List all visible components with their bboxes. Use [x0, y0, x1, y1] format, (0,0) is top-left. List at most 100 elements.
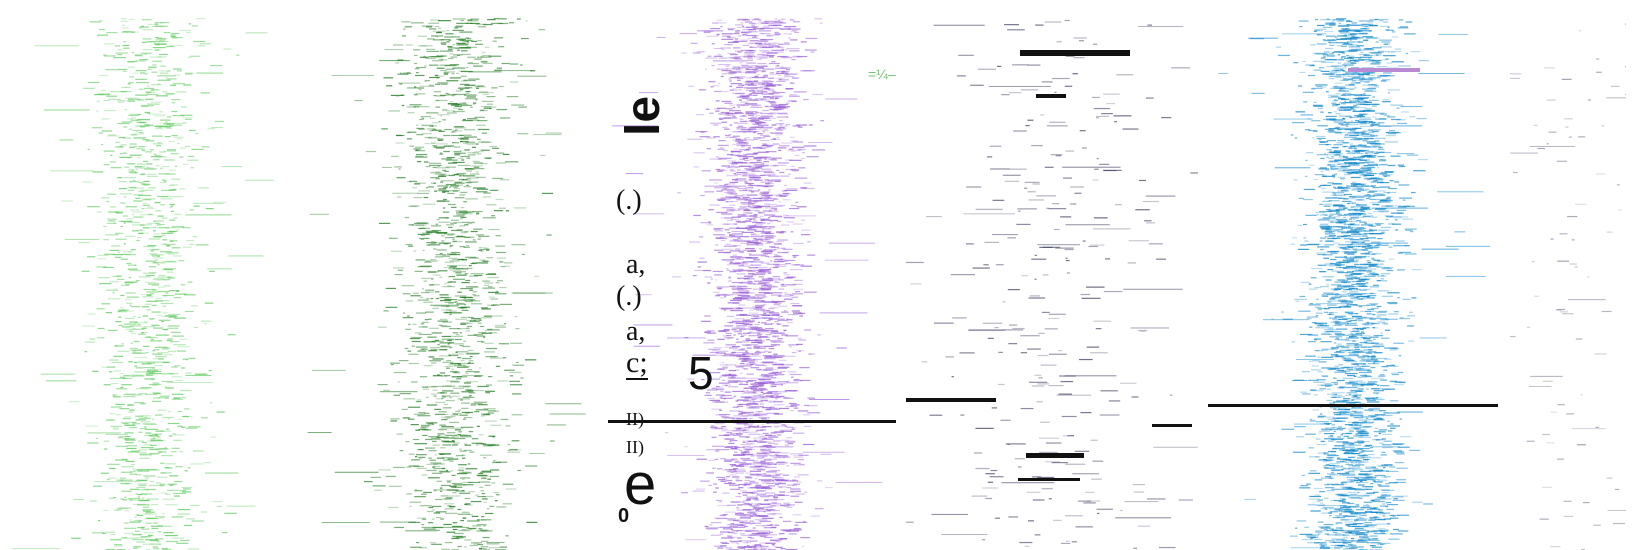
heatmap-mark [748, 253, 752, 255]
heatmap-mark [445, 489, 457, 491]
heatmap-mark [763, 284, 772, 286]
heatmap-mark [133, 547, 138, 549]
heatmap-mark [464, 231, 468, 233]
heatmap-mark [768, 318, 779, 320]
heatmap-streak [164, 122, 186, 124]
heatmap-mark [468, 265, 472, 267]
heatmap-mark [738, 403, 749, 405]
heatmap-mark [739, 365, 752, 367]
heatmap-mark [405, 466, 412, 468]
heatmap-mark [128, 169, 135, 171]
heatmap-mark [131, 230, 139, 232]
heatmap-mark [746, 242, 760, 244]
heatmap-mark [753, 414, 761, 416]
heatmap-mark [144, 123, 150, 126]
heatmap-mark [157, 451, 167, 453]
heatmap-mark [452, 278, 465, 280]
heatmap-mark [117, 350, 130, 352]
heatmap-mark [803, 404, 810, 407]
heatmap-mark [205, 208, 214, 210]
heatmap-mark [769, 226, 775, 228]
heatmap-mark [164, 447, 167, 449]
heatmap-mark [746, 299, 760, 302]
heatmap-mark [549, 440, 555, 442]
heatmap-mark [454, 301, 458, 303]
heatmap-mark [463, 179, 472, 181]
heatmap-mark [736, 355, 750, 358]
heatmap-mark [745, 156, 750, 158]
heatmap-mark [736, 19, 747, 21]
heatmap-mark [760, 219, 765, 221]
heatmap-mark [724, 547, 733, 549]
heatmap-mark [395, 62, 400, 64]
heatmap-mark [81, 270, 90, 272]
heatmap-mark [160, 38, 167, 40]
heatmap-streak [50, 170, 95, 172]
heatmap-mark [151, 367, 155, 369]
heatmap-mark [416, 134, 424, 136]
heatmap-mark [140, 173, 144, 176]
heatmap-mark [481, 530, 493, 532]
heatmap-mark [752, 319, 755, 321]
heatmap-mark [767, 376, 770, 379]
heatmap-mark [150, 101, 162, 103]
heatmap-mark [148, 372, 162, 375]
heatmap-mark [457, 54, 460, 56]
heatmap-mark [745, 212, 753, 214]
heatmap-mark [476, 444, 479, 446]
heatmap-mark [745, 182, 754, 185]
heatmap-mark [106, 95, 118, 97]
heatmap-mark [451, 486, 457, 488]
heatmap-mark [738, 487, 744, 489]
heatmap-mark [727, 380, 741, 382]
heatmap-mark [763, 158, 768, 160]
heatmap-mark [706, 472, 715, 474]
heatmap-mark [157, 49, 162, 51]
heatmap-mark [734, 461, 747, 463]
heatmap-mark [763, 473, 767, 475]
heatmap-mark [720, 361, 725, 364]
heatmap-mark [383, 77, 394, 79]
heatmap-mark [760, 170, 773, 172]
heatmap-mark [769, 451, 780, 454]
heatmap-mark [426, 463, 438, 466]
heatmap-mark [742, 157, 748, 159]
heatmap-mark [435, 256, 443, 258]
heatmap-mark [480, 540, 489, 542]
heatmap-mark [453, 27, 459, 29]
heatmap-mark [778, 359, 787, 361]
heatmap-mark [402, 72, 412, 74]
heatmap-mark [751, 387, 757, 389]
heatmap-mark [455, 410, 461, 413]
heatmap-mark [732, 298, 742, 300]
heatmap-mark [738, 84, 745, 86]
heatmap-mark [138, 499, 150, 502]
heatmap-mark [708, 348, 721, 350]
heatmap-mark [477, 475, 489, 477]
heatmap-mark [476, 124, 486, 126]
heatmap-mark [153, 392, 161, 395]
heatmap-mark [750, 215, 758, 217]
heatmap-mark [707, 221, 712, 223]
heatmap-streak [87, 432, 121, 434]
heatmap-mark [204, 302, 213, 304]
heatmap-mark [393, 44, 404, 46]
heatmap-mark [171, 226, 185, 228]
heatmap-mark [739, 118, 744, 120]
heatmap-mark [745, 339, 758, 341]
heatmap-mark [150, 250, 154, 252]
heatmap-mark [744, 52, 755, 54]
heatmap-mark [751, 118, 765, 120]
heatmap-mark [762, 407, 772, 409]
heatmap-mark [518, 106, 527, 108]
heatmap-mark [441, 338, 455, 340]
heatmap-mark [760, 219, 771, 221]
heatmap-mark [515, 328, 520, 330]
heatmap-mark [438, 27, 442, 29]
heatmap-mark [764, 237, 774, 239]
heatmap-mark [756, 503, 762, 505]
heatmap-mark [741, 344, 750, 346]
heatmap-mark [771, 95, 784, 97]
heatmap-mark [119, 307, 125, 309]
heatmap-mark [761, 80, 772, 82]
